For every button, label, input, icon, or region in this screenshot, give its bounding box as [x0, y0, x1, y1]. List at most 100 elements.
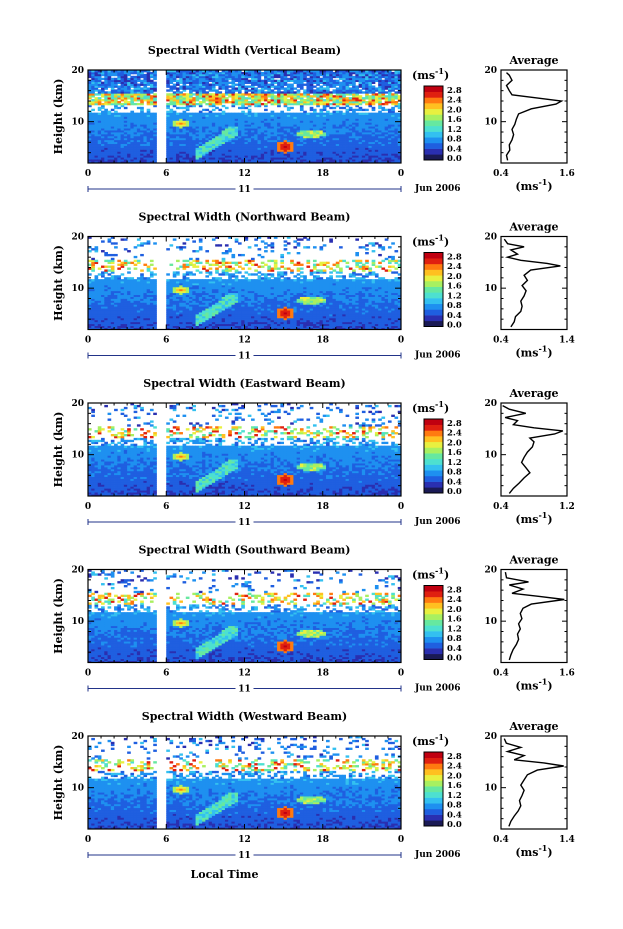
heatmap-cell [192, 73, 196, 77]
heatmap-cell [133, 120, 138, 123]
heatmap-cell [260, 122, 265, 125]
heatmap-cell [101, 155, 105, 158]
heatmap-cell [312, 108, 317, 112]
heatmap-cell [127, 118, 131, 121]
heatmap-cell [127, 141, 131, 145]
heatmap-cell [169, 112, 174, 115]
heatmap-cell [254, 104, 258, 108]
heatmap-cell [169, 70, 174, 73]
heatmap-cell [221, 157, 226, 160]
heatmap-cell [143, 116, 148, 119]
heatmap-cell [169, 126, 174, 129]
heatmap-cell [237, 161, 242, 164]
heatmap-cell [153, 120, 157, 123]
heatmap-cell [306, 112, 311, 115]
heatmap-cell [260, 128, 265, 131]
colorbar-swatch [424, 125, 443, 132]
heatmap-cell [198, 79, 203, 83]
heatmap-cell [114, 83, 118, 86]
heatmap-cell [237, 99, 242, 102]
heatmap-cell [133, 85, 138, 88]
heatmap-cell [136, 155, 141, 158]
heatmap-cell [195, 102, 200, 106]
heatmap-cell [251, 118, 255, 121]
heatmap-cell [218, 99, 223, 102]
heatmap-cell [241, 143, 245, 146]
heatmap-cell [244, 126, 249, 129]
heatmap-cell [166, 248, 170, 251]
heatmap-cell [153, 267, 157, 270]
heatmap-cell [114, 149, 118, 152]
heatmap-cell [237, 83, 242, 86]
heatmap-cell [88, 73, 92, 77]
heatmap-cell [172, 114, 177, 117]
heatmap-cell [117, 267, 121, 270]
heatmap-cell [130, 161, 135, 164]
colorbar-tick-label: 1.6 [447, 115, 462, 125]
heatmap-cell [91, 248, 95, 251]
heatmap-cell [195, 81, 200, 84]
heatmap-cell [140, 124, 144, 127]
heatmap-cell [202, 77, 206, 81]
heatmap-cell [273, 91, 278, 94]
heatmap-cell [133, 71, 138, 75]
heatmap-cell [179, 85, 183, 88]
heatmap-cell [136, 259, 141, 263]
heatmap-cell [107, 259, 112, 263]
heatmap-cell [149, 122, 154, 125]
heatmap-cell [169, 101, 174, 104]
heatmap-cell [218, 161, 223, 164]
heatmap-cell [205, 159, 210, 162]
heatmap-cell [218, 130, 223, 133]
heatmap-cell [182, 81, 187, 84]
heatmap-cell [140, 118, 144, 121]
heatmap-cell [195, 120, 200, 123]
heatmap-cell [127, 73, 131, 77]
heatmap-cell [211, 73, 216, 77]
heatmap-cell [257, 130, 262, 133]
heatmap-cell [104, 71, 108, 75]
heatmap-cell [254, 99, 258, 102]
heatmap-cell [293, 112, 298, 115]
heatmap-cell [149, 79, 154, 83]
heatmap-cell [101, 95, 105, 98]
heatmap-cell [120, 132, 125, 135]
heatmap-cell [244, 85, 249, 88]
heatmap-cell [140, 126, 144, 129]
heatmap-cell [94, 116, 99, 119]
heatmap-cell [166, 279, 170, 282]
heatmap-cell [117, 157, 121, 160]
heatmap-cell [133, 151, 138, 154]
heatmap-cell [224, 161, 229, 164]
heatmap-cell [257, 135, 262, 139]
heatmap-cell [140, 120, 144, 123]
heatmap-cell [136, 141, 141, 145]
heatmap-cell [172, 83, 177, 86]
heatmap-cell [91, 118, 95, 121]
heatmap-cell [202, 95, 206, 98]
heatmap-cell [205, 130, 210, 133]
heatmap-cell [136, 135, 141, 139]
heatmap-cell [182, 130, 187, 133]
heatmap-cell [185, 114, 190, 117]
heatmap-cell [123, 81, 128, 84]
heatmap-cell [123, 132, 128, 135]
heatmap-cell [185, 143, 190, 146]
heatmap-cell [110, 275, 115, 278]
heatmap-cell [94, 147, 99, 150]
heatmap-cell [182, 155, 187, 158]
heatmap-cell [91, 153, 95, 156]
heatmap-cell [237, 79, 242, 83]
heatmap-cell [136, 71, 141, 75]
heatmap-cell [133, 259, 138, 263]
heatmap-cell [176, 118, 180, 121]
heatmap-cell [166, 97, 170, 100]
heatmap-cell [114, 139, 118, 143]
heatmap-cell [120, 161, 125, 164]
heatmap-cell [107, 128, 112, 131]
heatmap-cell [110, 95, 115, 98]
heatmap-cell [286, 77, 291, 81]
heatmap-cell [371, 112, 376, 115]
heatmap-cell [192, 155, 196, 158]
heatmap-cell [231, 143, 236, 146]
